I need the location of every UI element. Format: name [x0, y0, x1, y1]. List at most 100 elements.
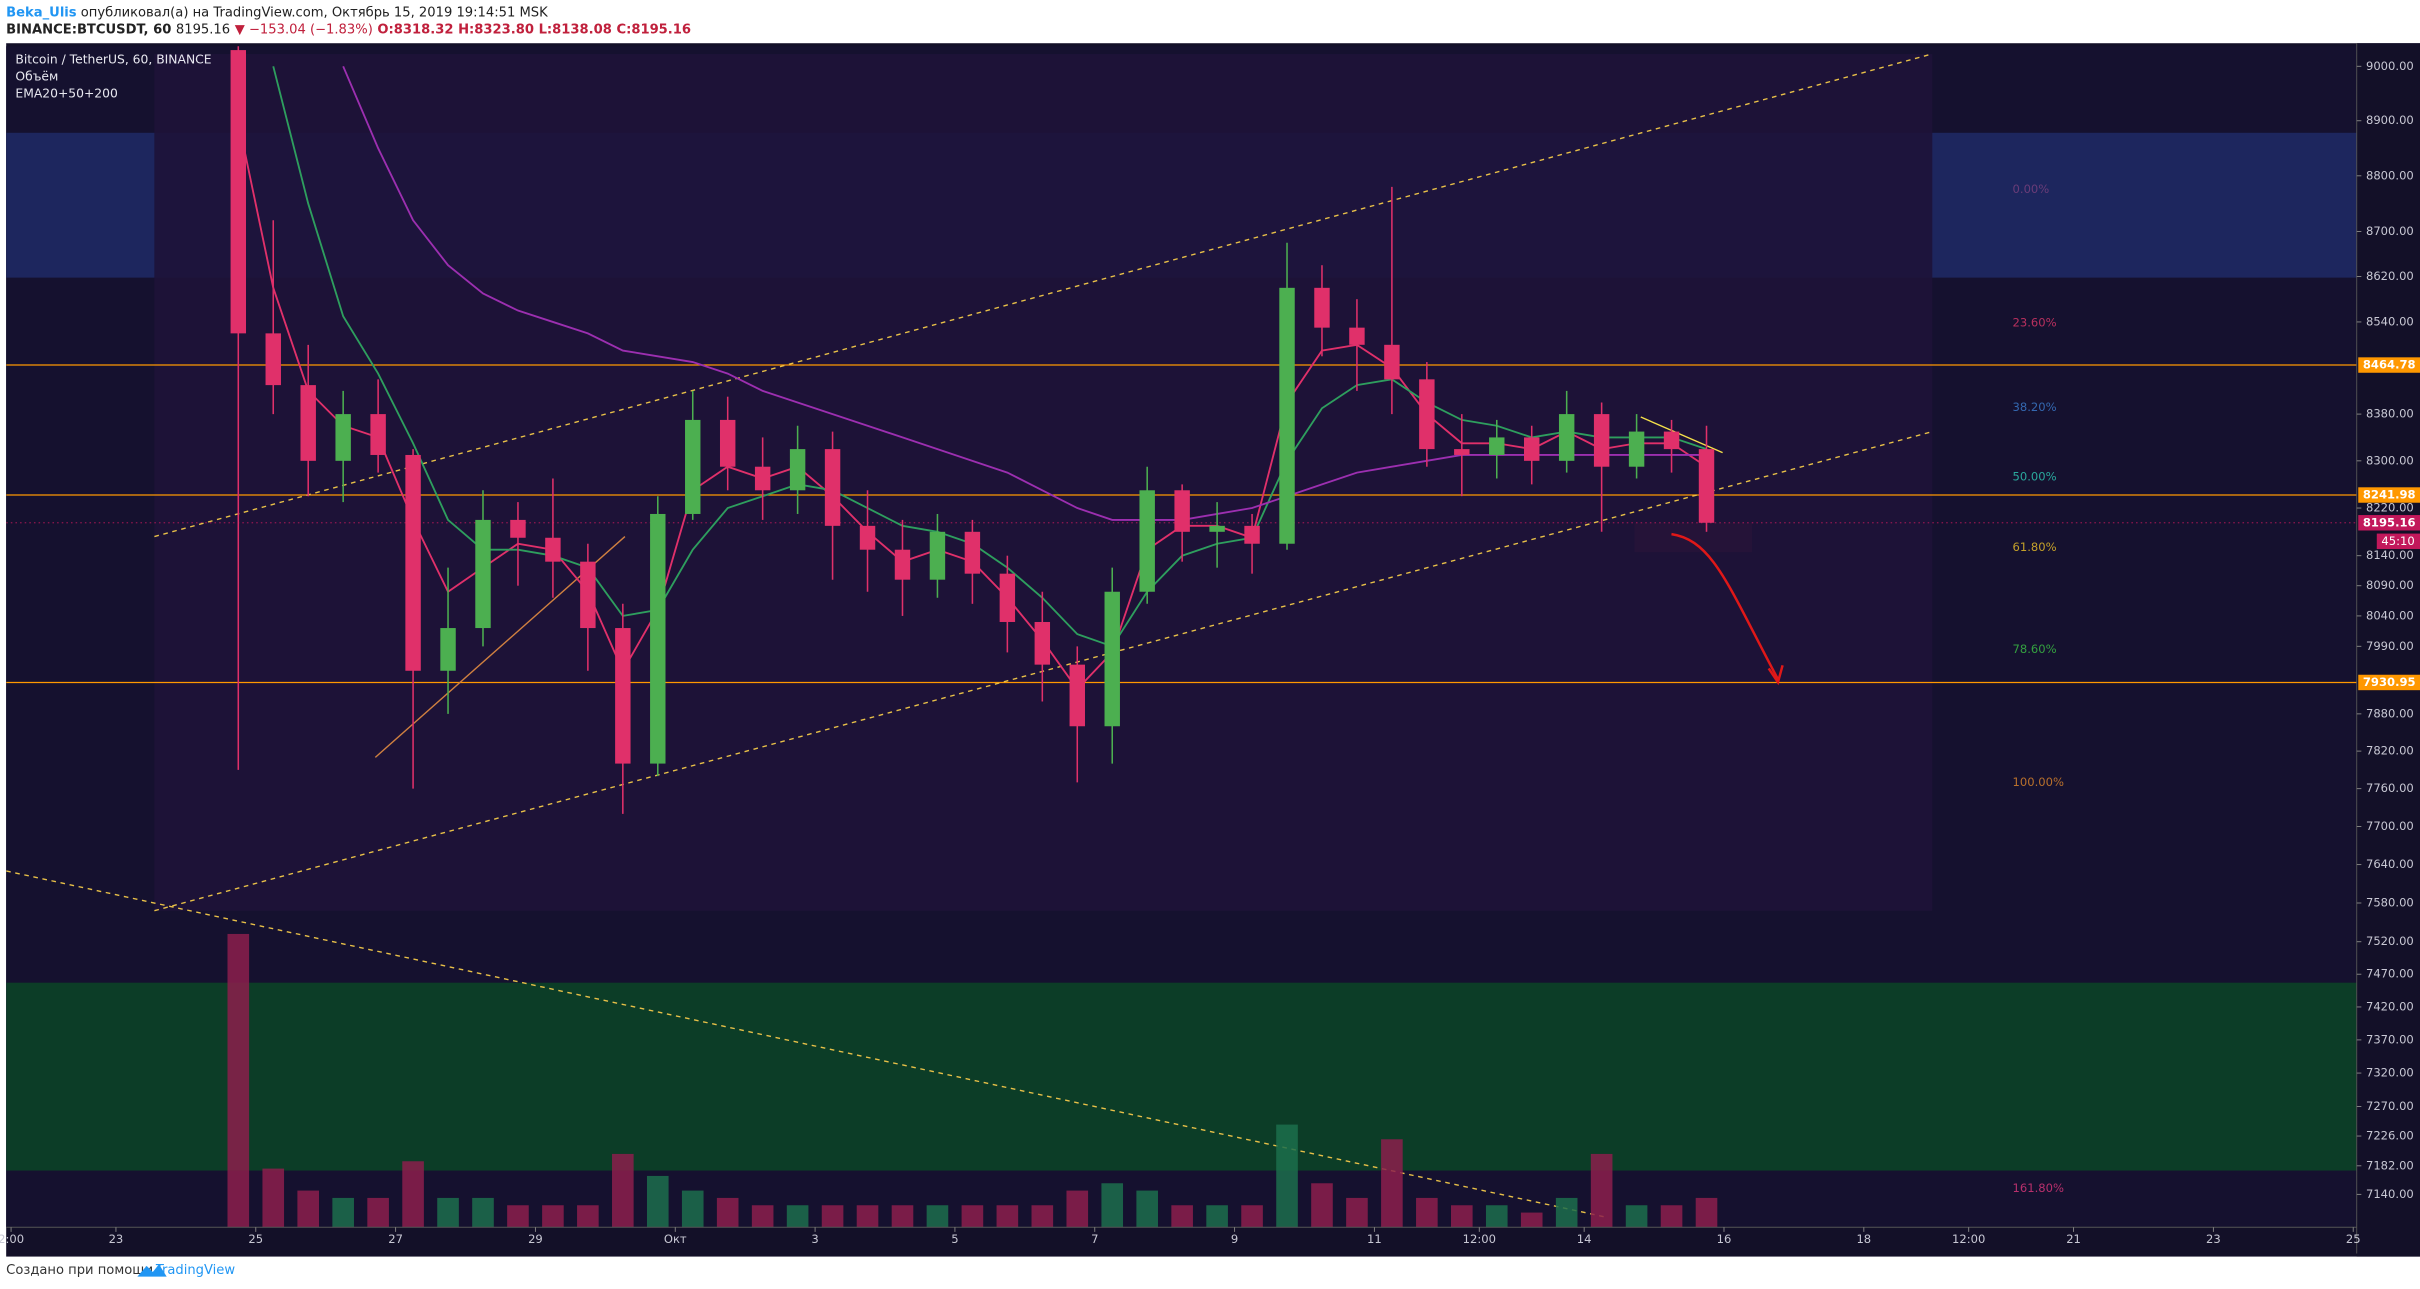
author[interactable]: Beka_Ulis [6, 5, 77, 20]
fib-label: 38.20% [2013, 400, 2057, 414]
change: ▼ −153.04 (−1.83%) [235, 22, 373, 37]
candle-body [580, 561, 596, 629]
ohlc-open: O:8318.32 [377, 22, 453, 37]
y-tick-label: 7880.00 [2366, 706, 2414, 720]
volume-bar [1241, 1205, 1263, 1228]
level-label-box [2358, 674, 2420, 691]
candle-body [545, 537, 561, 562]
x-tick-label: 23 [2206, 1232, 2221, 1246]
price-axis [2356, 43, 2420, 1257]
y-tick-label: 8900.00 [2366, 113, 2414, 127]
forecast-arrow [1671, 532, 1780, 680]
candle-body [335, 414, 351, 461]
y-tick-label: 7226.00 [2366, 1129, 2414, 1143]
last-price-label-box [2358, 515, 2420, 531]
volume-bar [891, 1205, 914, 1228]
y-tick-label: 7182.00 [2366, 1158, 2414, 1172]
volume-bar [821, 1205, 844, 1228]
ema-line [342, 65, 1707, 521]
volume-bar [1206, 1205, 1228, 1228]
candle-body [719, 419, 736, 467]
volume-bar [1346, 1197, 1368, 1228]
volume-bar [1451, 1205, 1473, 1228]
volume-bar [1695, 1197, 1718, 1228]
volume-bar [1485, 1205, 1508, 1228]
candle-body [964, 531, 981, 574]
symbol: BINANCE:BTCUSDT, 60 [6, 22, 171, 37]
x-tick-label: 12:00 [1952, 1232, 1985, 1246]
volume-bar [297, 1190, 320, 1228]
candle-body [1314, 287, 1330, 328]
y-tick-label: 8800.00 [2366, 168, 2414, 182]
volume-bar [751, 1205, 774, 1228]
volume-bar [507, 1205, 529, 1228]
volume-bar [577, 1205, 599, 1228]
candle-body [894, 549, 911, 580]
y-tick-label: 9000.00 [2366, 59, 2414, 73]
candle-body [475, 519, 491, 629]
volume-bar [1555, 1197, 1578, 1228]
volume-bar [1171, 1205, 1193, 1228]
footer-brand[interactable]: TradingView [155, 1263, 235, 1278]
volume-bar [1136, 1190, 1158, 1228]
volume-bar [472, 1197, 494, 1228]
x-tick-label: Окт [664, 1232, 687, 1246]
candle-body [370, 414, 386, 455]
x-tick-label: 29 [528, 1232, 543, 1246]
volume-bar [716, 1197, 739, 1228]
y-tick-label: 7820.00 [2366, 744, 2414, 758]
drawings [1671, 532, 1784, 686]
fib-label: 161.80% [2013, 1181, 2064, 1195]
candle-body [1524, 437, 1540, 461]
volume-bar [1381, 1139, 1403, 1228]
y-tick-label: 7520.00 [2366, 934, 2414, 948]
candle-body [1663, 431, 1680, 450]
y-tick-label: 8090.00 [2366, 578, 2414, 592]
y-tick-label: 7990.00 [2366, 639, 2414, 653]
x-tick-label: 21 [2066, 1232, 2081, 1246]
volume-bar [1416, 1197, 1438, 1228]
candle-body [859, 525, 876, 550]
volume-bar [227, 933, 250, 1228]
candle-body [754, 466, 771, 491]
y-tick-label: 8040.00 [2366, 608, 2414, 622]
x-tick-label: 7 [1091, 1232, 1098, 1246]
legend: Bitcoin / TetherUS, 60, BINANCE Объём EM… [15, 53, 211, 101]
candle-body [1349, 327, 1365, 345]
zone [6, 982, 2357, 1171]
candle-body [300, 385, 316, 461]
legend-volume: Объём [15, 70, 58, 84]
candle-body [1209, 525, 1225, 532]
x-tick-label: 2:00 [0, 1232, 24, 1246]
candle-body [1419, 379, 1435, 450]
volume-bar [1031, 1205, 1054, 1228]
candle-body [824, 449, 841, 526]
candle-body [650, 513, 666, 764]
volume-bar [1066, 1190, 1089, 1228]
candle-body [1244, 525, 1260, 544]
volume-bar [856, 1205, 879, 1228]
candle-body [615, 628, 631, 764]
y-tick-label: 8300.00 [2366, 453, 2414, 467]
candle-body [685, 419, 701, 514]
volume-bar [961, 1205, 984, 1228]
x-tick-label: 25 [2346, 1232, 2361, 1246]
legend-ema: EMA20+50+200 [15, 87, 118, 101]
plot: 0.00% 23.60% 38.20% 50.00% 61.80% 78.60% 100.0… [6, 46, 2357, 1228]
volume-bar [437, 1197, 459, 1228]
symbol-line: BINANCE:BTCUSDT, 60 8195.16 ▼ −153.04 (−… [6, 22, 691, 37]
countdown-box [2376, 533, 2420, 550]
candle-body [1628, 431, 1645, 467]
volume-bar [1101, 1183, 1124, 1228]
volume-bar [367, 1197, 389, 1228]
footer-text: Создано при помощи [6, 1263, 153, 1278]
fib-label: 0.00% [2013, 182, 2050, 196]
trendline [154, 430, 1933, 912]
candle-body [440, 628, 456, 671]
fib-label: 100.00% [2013, 775, 2064, 789]
candle-body [405, 454, 421, 671]
volume-bar [996, 1205, 1019, 1228]
y-tick-label: 7640.00 [2366, 857, 2414, 871]
ema-line [272, 66, 1707, 648]
